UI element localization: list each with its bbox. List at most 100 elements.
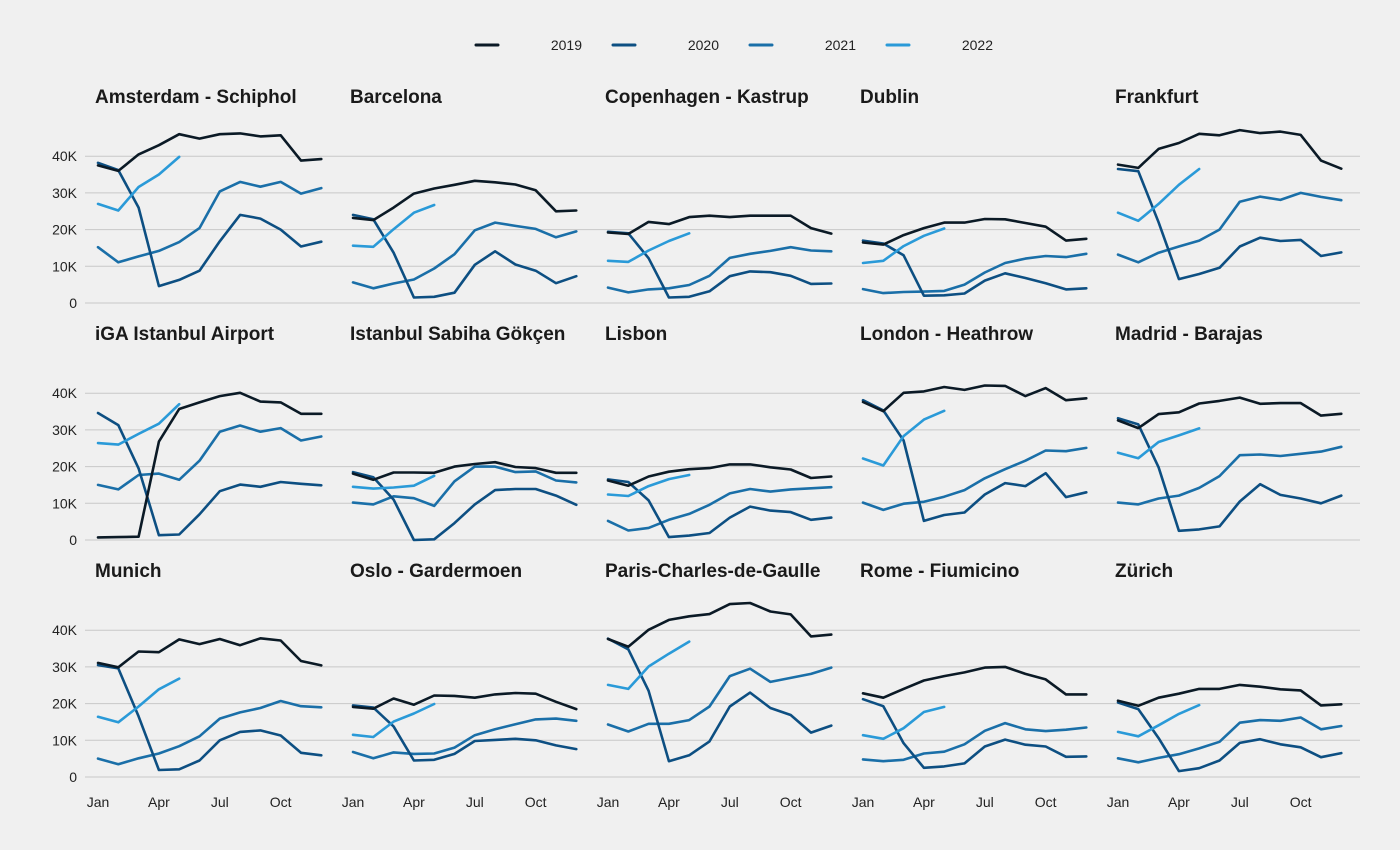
x-tick-label: Jul (211, 794, 229, 810)
series-line-2019 (861, 384, 1088, 413)
x-tick-label: Jan (597, 794, 620, 810)
panel-madrid-barajas: Madrid - Barajas (1105, 324, 1360, 541)
series-line-2019 (96, 391, 323, 539)
y-tick-label: 30K (52, 185, 78, 201)
y-tick-label: 40K (52, 385, 78, 401)
series-line-2020 (1116, 416, 1343, 533)
series-line-2019 (96, 132, 323, 173)
panel-title: Oslo - Gardermoen (350, 561, 522, 582)
x-tick-label: Jul (976, 794, 994, 810)
series-line-2022 (96, 155, 181, 212)
legend-label-2021: 2021 (825, 37, 856, 53)
panel-title: Paris-Charles-de-Gaulle (605, 561, 820, 582)
series-line-2019 (96, 637, 323, 669)
series-line-2021 (96, 699, 323, 766)
x-tick-label: Jan (87, 794, 110, 810)
panel-amsterdam-schiphol: Amsterdam - Schiphol 0 10K 20K 30K 40K (52, 87, 340, 311)
series-line-2019 (351, 691, 578, 711)
series-line-2019 (606, 601, 833, 648)
panel-title: Lisbon (605, 324, 667, 345)
panel-lisbon: Lisbon (595, 324, 850, 541)
x-tick-label: Jul (1231, 794, 1249, 810)
series-line-2021 (96, 424, 323, 491)
panel-paris-charles-de-gaulle: Paris-Charles-de-Gaulle Jan Apr Jul Oct (595, 561, 850, 810)
panel-title: Frankfurt (1115, 87, 1199, 108)
y-tick-label: 20K (52, 459, 78, 475)
panel-title: Barcelona (350, 87, 442, 108)
series-line-2022 (96, 677, 181, 724)
panel-title: Amsterdam - Schiphol (95, 87, 297, 108)
legend-label-2022: 2022 (962, 37, 993, 53)
panel-z-rich: Zürich Jan Apr Jul Oct (1105, 561, 1360, 810)
panel-title: Zürich (1115, 561, 1173, 582)
series-line-2022 (351, 474, 436, 490)
x-tick-label: Oct (270, 794, 292, 810)
series-line-2022 (1116, 703, 1201, 738)
series-line-2022 (351, 203, 436, 249)
y-tick-label: 20K (52, 222, 78, 238)
series-line-2021 (351, 717, 578, 760)
series-line-2020 (1116, 167, 1343, 281)
series-line-2020 (351, 704, 578, 762)
panels-grid: Amsterdam - Schiphol 0 10K 20K 30K 40K Barcelo… (52, 87, 1360, 810)
y-tick-label: 30K (52, 422, 78, 438)
panel-frankfurt: Frankfurt (1105, 87, 1360, 304)
x-tick-label: Apr (913, 794, 935, 810)
series-line-2020 (1116, 701, 1343, 773)
x-tick-label: Jan (1107, 794, 1130, 810)
series-line-2022 (606, 473, 691, 498)
panel-title: iGA Istanbul Airport (95, 324, 275, 345)
series-line-2021 (606, 666, 833, 733)
series-line-2021 (861, 252, 1088, 295)
series-line-2019 (351, 179, 578, 222)
x-tick-label: Apr (658, 794, 680, 810)
panel-istanbul-sabiha-g-k-en: Istanbul Sabiha Gökçen (340, 324, 595, 542)
x-tick-label: Oct (780, 794, 802, 810)
series-line-2021 (1116, 716, 1343, 764)
series-line-2022 (861, 705, 946, 741)
series-line-2020 (96, 663, 323, 772)
series-line-2019 (861, 217, 1088, 246)
series-line-2021 (861, 721, 1088, 763)
series-line-2022 (1116, 427, 1201, 460)
y-tick-label: 10K (52, 258, 78, 274)
x-tick-label: Jul (721, 794, 739, 810)
panel-copenhagen-kastrup: Copenhagen - Kastrup (595, 87, 850, 304)
series-line-2021 (351, 465, 578, 508)
series-line-2020 (606, 478, 833, 539)
y-tick-label: 20K (52, 696, 78, 712)
panel-barcelona: Barcelona (340, 87, 595, 304)
x-tick-label: Apr (403, 794, 425, 810)
series-line-2020 (96, 161, 323, 288)
series-line-2022 (96, 402, 181, 446)
series-line-2022 (606, 640, 691, 691)
panel-dublin: Dublin (850, 87, 1105, 304)
y-tick-label: 0 (69, 532, 77, 548)
x-tick-label: Oct (1290, 794, 1312, 810)
series-line-2020 (861, 398, 1088, 523)
series-line-2021 (351, 221, 578, 290)
series-line-2022 (606, 232, 691, 264)
y-tick-label: 40K (52, 148, 78, 164)
legend-label-2020: 2020 (688, 37, 719, 53)
panel-title: Dublin (860, 87, 919, 108)
x-tick-label: Apr (148, 794, 170, 810)
series-line-2020 (351, 213, 578, 299)
series-line-2020 (861, 697, 1088, 770)
series-line-2021 (606, 245, 833, 294)
series-line-2020 (861, 239, 1088, 297)
series-line-2019 (606, 214, 833, 236)
series-line-2022 (861, 409, 946, 467)
panel-oslo-gardermoen: Oslo - Gardermoen Jan Apr Jul Oct (340, 561, 595, 810)
panel-title: Istanbul Sabiha Gökçen (350, 324, 565, 345)
x-tick-label: Jan (852, 794, 875, 810)
series-line-2021 (1116, 445, 1343, 506)
series-line-2020 (606, 637, 833, 763)
panel-title: Munich (95, 561, 162, 582)
series-line-2019 (351, 460, 578, 482)
series-line-2019 (1116, 683, 1343, 708)
panel-iga-istanbul-airport: iGA Istanbul Airport 0 10K 20K 30K 40K (52, 324, 340, 548)
y-tick-label: 40K (52, 622, 78, 638)
series-line-2020 (606, 230, 833, 299)
